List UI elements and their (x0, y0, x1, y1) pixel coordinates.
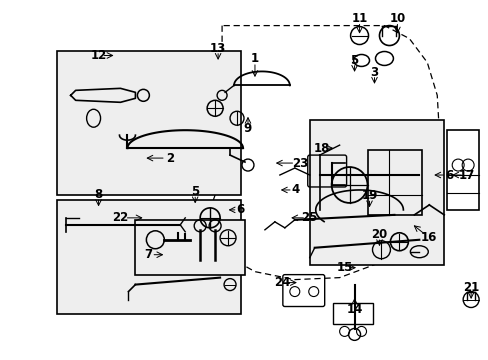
Text: 14: 14 (346, 303, 362, 316)
Text: 3: 3 (370, 66, 378, 79)
Bar (367, 150, 422, 215)
Text: 16: 16 (420, 231, 437, 244)
Text: 18: 18 (313, 141, 329, 155)
Text: 8: 8 (94, 188, 102, 202)
Bar (135, 220, 244, 275)
Text: 6: 6 (235, 203, 244, 216)
Text: 4: 4 (291, 184, 299, 197)
Text: 25: 25 (301, 211, 317, 224)
Text: 20: 20 (370, 228, 387, 241)
Text: 24: 24 (273, 276, 289, 289)
Text: 7: 7 (144, 248, 152, 261)
Bar (309, 120, 443, 265)
Text: 22: 22 (112, 211, 128, 224)
Text: 2: 2 (166, 152, 174, 165)
Bar (332, 302, 372, 324)
Text: 21: 21 (462, 281, 478, 294)
Text: 9: 9 (244, 122, 252, 135)
Text: 1: 1 (250, 52, 259, 65)
Text: 17: 17 (458, 168, 474, 181)
Text: 10: 10 (388, 12, 405, 25)
Bar (447, 130, 478, 210)
Text: 5: 5 (350, 54, 358, 67)
Text: 19: 19 (361, 189, 377, 202)
Text: 11: 11 (351, 12, 367, 25)
Text: 23: 23 (291, 157, 307, 170)
Text: 15: 15 (336, 261, 352, 274)
Bar (57, 200, 241, 315)
Text: 5: 5 (191, 185, 199, 198)
Text: 13: 13 (209, 42, 226, 55)
Bar (57, 50, 241, 195)
Text: 6: 6 (444, 168, 452, 181)
Text: 12: 12 (90, 49, 106, 62)
